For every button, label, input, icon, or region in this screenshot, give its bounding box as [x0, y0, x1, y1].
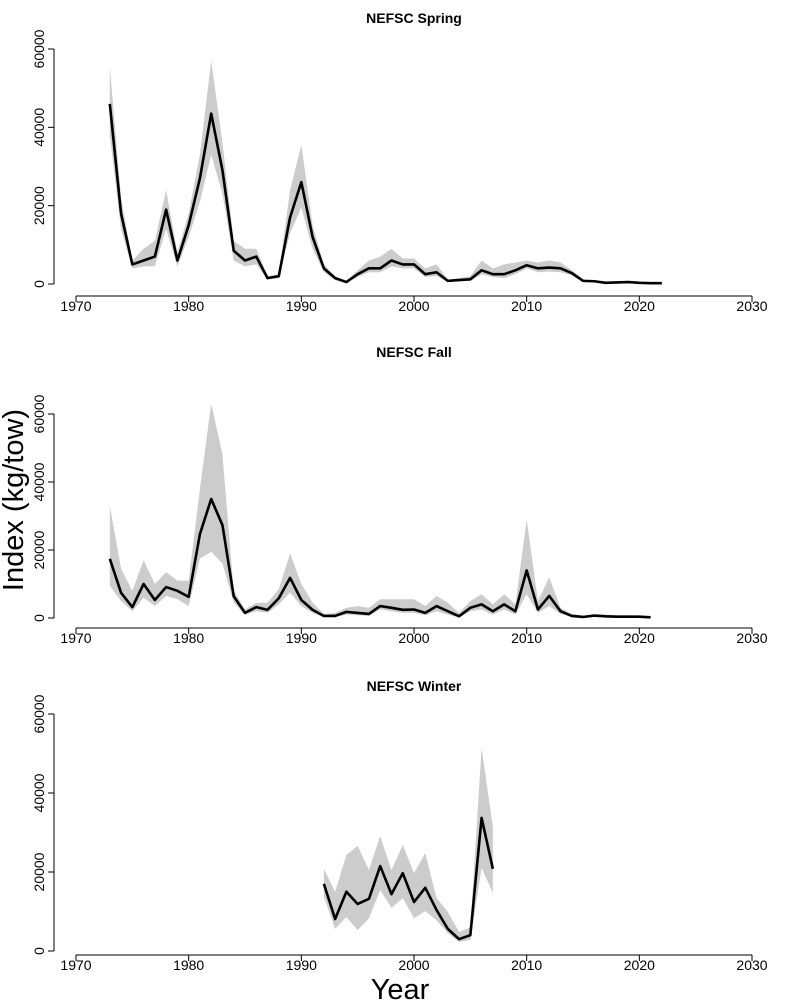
- x-tick-label: 2010: [511, 957, 542, 973]
- confidence-band: [109, 60, 662, 284]
- x-tick-label: 2030: [736, 957, 767, 973]
- y-tick-label: 60000: [31, 29, 47, 68]
- x-tick-label: 1970: [60, 630, 91, 646]
- x-tick-label: 1980: [173, 630, 204, 646]
- y-tick-label: 0: [31, 614, 47, 622]
- confidence-band: [109, 403, 651, 618]
- x-tick-label: 1990: [286, 957, 317, 973]
- x-tick-label: 2000: [398, 630, 429, 646]
- y-tick-label: 40000: [31, 108, 47, 147]
- x-tick-label: 1980: [173, 957, 204, 973]
- x-tick-label: 1990: [286, 298, 317, 314]
- index-series-line: [322, 816, 495, 941]
- y-axis-label: Index (kg/tow): [0, 409, 30, 591]
- y-tick-label: 0: [31, 947, 47, 955]
- y-tick-label: 60000: [31, 394, 47, 433]
- y-tick-label: 20000: [31, 852, 47, 891]
- panel-1: NEFSC Fall 1970 1980 1990 2000 2010 2020 2030 0 2…: [31, 344, 768, 646]
- x-tick-label: 2030: [736, 630, 767, 646]
- y-tick-label: 0: [31, 280, 47, 288]
- x-tick-label: 1990: [286, 630, 317, 646]
- x-tick-label: 1970: [60, 298, 91, 314]
- x-tick-label: 2010: [511, 630, 542, 646]
- x-tick-label: 2010: [511, 298, 542, 314]
- y-tick-label: 20000: [31, 186, 47, 225]
- x-axis-label: Year: [371, 974, 430, 1000]
- index-series-line: [108, 103, 662, 285]
- y-tick-label: 40000: [31, 773, 47, 812]
- panel-title: NEFSC Fall: [376, 344, 451, 360]
- y-tick-label: 40000: [31, 462, 47, 501]
- x-tick-label: 2020: [624, 630, 655, 646]
- panel-0: NEFSC Spring 1970 1980 1990 2000 2010 2020 2030…: [31, 10, 768, 314]
- x-tick-label: 2000: [398, 298, 429, 314]
- y-tick-label: 60000: [31, 694, 47, 733]
- panel-title: NEFSC Winter: [367, 678, 462, 694]
- y-tick-label: 20000: [31, 530, 47, 569]
- x-tick-label: 2000: [398, 957, 429, 973]
- panel-2: NEFSC Winter 1970 1980 1990 2000 2010 2020 2030…: [31, 678, 768, 973]
- confidence-band: [323, 747, 493, 942]
- x-tick-label: 1970: [60, 957, 91, 973]
- x-tick-label: 2030: [736, 298, 767, 314]
- x-tick-label: 2020: [624, 298, 655, 314]
- panel-title: NEFSC Spring: [366, 10, 462, 26]
- x-tick-label: 2020: [624, 957, 655, 973]
- x-tick-label: 1980: [173, 298, 204, 314]
